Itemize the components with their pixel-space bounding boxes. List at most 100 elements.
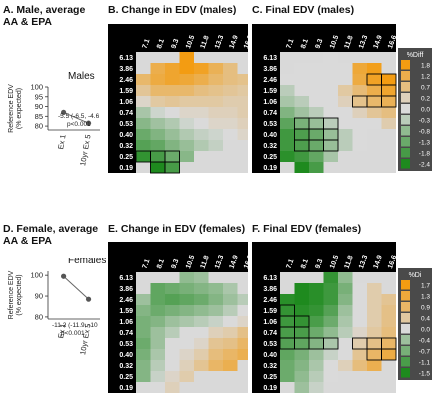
heatmap-cell — [194, 118, 209, 129]
heatmap-cell — [323, 360, 338, 371]
legend-swatch — [401, 346, 410, 356]
heatmap-cell — [208, 129, 223, 140]
heatmap-cell — [179, 283, 194, 294]
col-tick-label: 16.6 — [243, 34, 248, 49]
heatmap-cell — [323, 272, 338, 283]
heatmap-cell — [165, 294, 180, 305]
legend-label: 0.2 — [421, 96, 430, 103]
row-tick-label: 1.06 — [263, 99, 277, 106]
heatmap-cell — [150, 85, 165, 96]
col-tick-label: 9.3 — [315, 258, 325, 270]
heatmap-cell — [136, 74, 151, 85]
heatmap-cell — [179, 74, 194, 85]
row-tick-label: 3.86 — [119, 66, 133, 73]
panel-d-title: D. Female, average AA & EPA — [3, 223, 99, 247]
row-tick-label: 0.19 — [119, 385, 133, 392]
heatmap-cell — [309, 96, 324, 107]
heatmap-cell — [150, 349, 165, 360]
heatmap-cell — [237, 305, 248, 316]
heatmap-cell — [323, 129, 338, 140]
heatmap-cell — [165, 349, 180, 360]
heatmap-cell — [309, 327, 324, 338]
col-tick-label: 8.1 — [300, 258, 310, 270]
heatmap-cell — [223, 85, 238, 96]
heatmap-cell — [280, 305, 295, 316]
heatmap-cell — [294, 283, 309, 294]
heatmap-cell — [237, 294, 248, 305]
heatmap-cell — [179, 316, 194, 327]
heatmap-cell — [367, 360, 382, 371]
heatmap-cell — [280, 107, 295, 118]
heatmap-cell — [294, 338, 309, 349]
col-tick-label: 16.6 — [243, 254, 248, 269]
highlighted-cell — [381, 348, 397, 361]
heatmap-cell — [150, 107, 165, 118]
y-tick-label: 90 — [35, 292, 43, 301]
heatmap-cell — [223, 294, 238, 305]
panel-b-heatmap: 7.1 8.1 9.3 10.5 11.8 13.3 14.9 16.6 6.13 3.86 2.4… — [108, 24, 248, 174]
row-tick-label: 1.06 — [263, 319, 277, 326]
heatmap-cell — [223, 96, 238, 107]
col-tick-label: 8.1 — [156, 38, 166, 50]
legend-swatch — [401, 115, 410, 125]
heatmap-cell — [150, 129, 165, 140]
heatmap-cell — [150, 316, 165, 327]
heatmap-cell — [294, 96, 309, 107]
heatmap-cell — [323, 107, 338, 118]
heatmap-cell — [237, 107, 248, 118]
heatmap-cell — [208, 338, 223, 349]
heatmap-cell — [381, 305, 396, 316]
heatmap-cell — [150, 371, 165, 382]
heatmap-cell — [280, 360, 295, 371]
row-tick-label: 3.86 — [119, 286, 133, 293]
y-tick-label: 90 — [35, 102, 43, 111]
heatmap-cell — [150, 382, 165, 393]
row-tick-label: 1.59 — [119, 308, 133, 315]
row-tick-label: 0.53 — [263, 121, 277, 128]
col-tick-label: 10.5 — [329, 254, 340, 269]
heatmap-cell — [150, 63, 165, 74]
row-label-band — [252, 242, 280, 393]
heatmap-cell — [165, 360, 180, 371]
heatmap-cell — [352, 294, 367, 305]
heatmap-cell — [208, 96, 223, 107]
panel-subtitle: Males — [68, 71, 95, 82]
heatmap-cell — [179, 151, 194, 162]
legend-label: -1.3 — [419, 140, 431, 147]
heatmap-cell — [309, 151, 324, 162]
legend-label: 0.7 — [421, 85, 430, 92]
heatmap-cell — [165, 151, 180, 162]
col-tick-label: 11.8 — [344, 255, 355, 270]
row-tick-label: 0.40 — [263, 352, 277, 359]
heatmap-cell — [294, 327, 309, 338]
row-tick-label: 6.13 — [119, 275, 133, 282]
heatmap-cell — [237, 96, 248, 107]
heatmap-cell — [223, 63, 238, 74]
heatmap-cell — [165, 382, 180, 393]
legend-label: -0.8 — [419, 129, 431, 136]
heatmap-cell — [338, 349, 353, 360]
legend-swatch — [401, 126, 410, 136]
heatmap-cell — [381, 118, 396, 129]
heatmap-cell — [194, 316, 209, 327]
heatmap-cell — [294, 371, 309, 382]
heatmap-cell — [136, 118, 151, 129]
heatmap-cell — [280, 140, 295, 151]
y-tick-label: 80 — [35, 312, 43, 321]
data-point — [85, 120, 92, 126]
heatmap-cell — [150, 294, 165, 305]
heatmap-cell — [381, 338, 396, 349]
heatmap-cell — [165, 63, 180, 74]
legend-label: 0.0 — [421, 107, 430, 114]
legend-label: -0.4 — [419, 338, 431, 345]
col-tick-label: 10.5 — [329, 34, 340, 49]
heatmap-cell — [223, 305, 238, 316]
legend-swatch — [401, 148, 410, 158]
heatmap-cell — [323, 118, 338, 129]
panel-a-title: A. Male, average AA & EPA — [3, 4, 86, 28]
row-tick-label: 0.74 — [119, 110, 133, 117]
legend-swatch — [401, 357, 410, 367]
heatmap-cell — [352, 316, 367, 327]
row-tick-label: 2.46 — [119, 77, 133, 84]
heatmap-cell — [208, 360, 223, 371]
